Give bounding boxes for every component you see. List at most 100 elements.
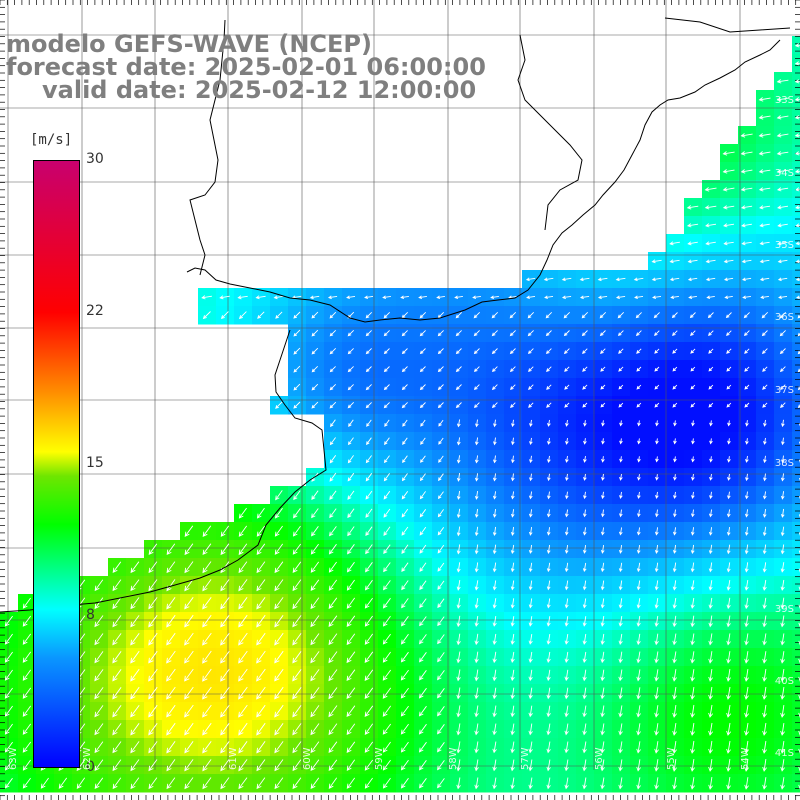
wind-arrow <box>419 760 427 771</box>
wind-arrow <box>582 723 587 736</box>
wind-arrow <box>619 474 623 481</box>
wind-arrow <box>636 598 641 609</box>
wind-arrow <box>600 598 605 609</box>
wind-arrow <box>634 295 644 300</box>
wind-arrow <box>275 401 283 409</box>
wind-arrow <box>455 348 462 355</box>
wind-arrow <box>527 348 534 355</box>
wind-arrow <box>726 330 732 336</box>
wind-arrow <box>492 669 497 682</box>
wind-arrow <box>564 509 569 518</box>
wind-arrow <box>382 705 392 717</box>
wind-arrow <box>795 259 800 264</box>
wind-arrow <box>672 687 677 700</box>
wind-arrow <box>618 669 623 682</box>
wind-arrow <box>706 295 715 300</box>
wind-arrow <box>655 420 659 427</box>
wind-arrow <box>779 366 786 373</box>
wind-arrow <box>346 295 356 300</box>
wind-arrow <box>401 616 409 627</box>
wind-arrow <box>636 723 641 736</box>
wind-arrow <box>780 759 785 772</box>
wind-arrow <box>708 366 714 372</box>
wind-arrow <box>418 741 427 753</box>
wind-arrow <box>456 437 461 446</box>
wind-arrow <box>618 562 623 573</box>
wind-arrow <box>744 704 750 718</box>
wind-speed-cell <box>792 216 800 235</box>
wind-arrow <box>722 187 735 192</box>
wind-arrow <box>184 579 194 592</box>
wind-arrow <box>777 223 788 228</box>
wind-arrow <box>726 669 731 682</box>
wind-arrow <box>4 759 13 771</box>
wind-arrow <box>636 759 641 772</box>
wind-arrow <box>238 759 248 772</box>
wind-arrow <box>582 616 587 627</box>
wind-arrow <box>509 330 516 337</box>
wind-arrow <box>22 615 32 627</box>
wind-arrow <box>741 259 752 264</box>
wind-arrow <box>708 527 713 536</box>
wind-arrow <box>327 295 338 300</box>
wind-arrow <box>202 311 211 320</box>
wind-arrow <box>745 455 749 463</box>
wind-arrow <box>328 561 337 573</box>
wind-arrow <box>669 259 680 264</box>
wind-arrow <box>292 723 302 736</box>
wind-arrow <box>274 507 283 519</box>
wind-arrow <box>166 722 176 736</box>
wind-arrow <box>365 473 373 482</box>
wind-arrow <box>742 277 752 282</box>
wind-arrow <box>273 295 284 300</box>
wind-speed-cell <box>792 630 800 649</box>
wind-arrow <box>492 598 497 609</box>
wind-arrow <box>4 705 13 717</box>
wind-arrow <box>744 544 749 555</box>
wind-arrow <box>365 490 373 500</box>
wind-arrow <box>455 402 462 409</box>
wind-arrow <box>708 704 714 718</box>
wind-arrow <box>546 580 551 591</box>
wind-arrow <box>690 615 695 628</box>
lon-label: 62W <box>82 747 93 770</box>
wind-arrow <box>563 311 571 319</box>
wind-arrow <box>346 741 356 753</box>
wind-arrow <box>582 580 587 591</box>
wind-arrow <box>384 437 390 446</box>
wind-arrow <box>383 402 390 409</box>
wind-arrow <box>510 544 515 554</box>
wind-arrow <box>256 741 266 754</box>
wind-arrow <box>759 205 771 210</box>
lon-label: 61W <box>228 747 239 770</box>
wind-arrow <box>310 669 320 682</box>
wind-arrow <box>474 723 479 736</box>
wind-arrow <box>636 633 641 646</box>
wind-arrow <box>654 330 660 336</box>
lon-label: 56W <box>594 747 605 770</box>
wind-arrow <box>419 384 426 391</box>
wind-arrow <box>274 650 284 664</box>
wind-arrow <box>564 616 569 627</box>
wind-arrow <box>383 562 391 573</box>
wind-arrow <box>709 438 713 445</box>
wind-arrow <box>564 759 569 772</box>
wind-arrow <box>795 241 800 246</box>
wind-arrow <box>293 383 301 391</box>
wind-arrow <box>491 348 498 355</box>
wind-arrow <box>347 366 354 373</box>
wind-arrow <box>437 402 444 409</box>
wind-arrow <box>722 205 735 210</box>
wind-arrow <box>780 384 786 390</box>
wind-arrow <box>293 311 301 319</box>
wind-arrow <box>365 402 372 409</box>
wind-arrow <box>762 759 767 772</box>
wind-arrow <box>437 562 445 572</box>
wind-arrow <box>220 777 230 790</box>
wind-arrow <box>256 579 266 592</box>
wind-arrow <box>293 365 301 373</box>
wind-arrow <box>383 330 390 337</box>
wind-arrow <box>760 295 769 300</box>
wind-arrow <box>762 740 767 754</box>
wind-arrow <box>744 491 749 500</box>
